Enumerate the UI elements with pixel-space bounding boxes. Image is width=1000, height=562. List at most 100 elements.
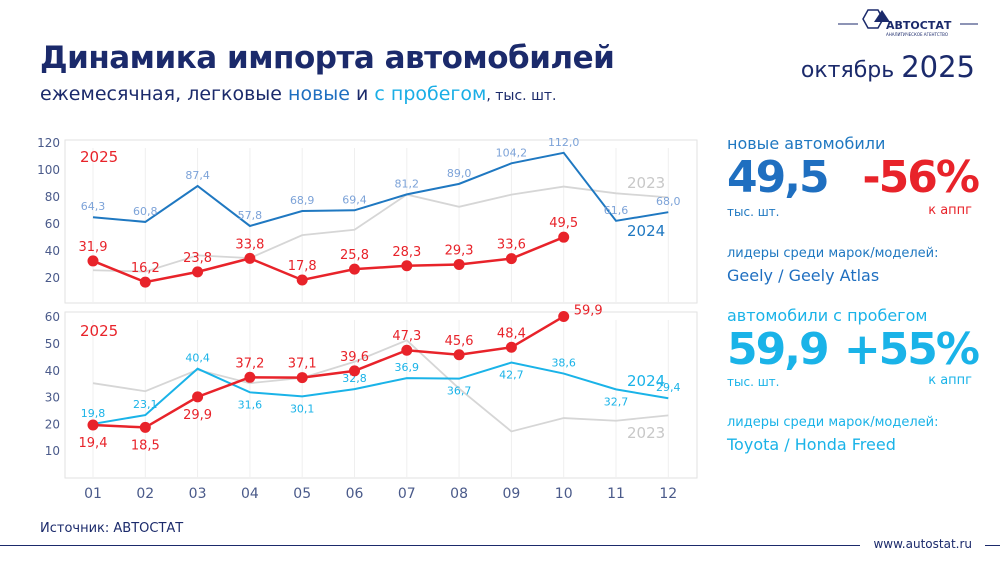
series-2024-data-label: 42,7 — [499, 369, 524, 382]
period-month: октябрь — [800, 58, 895, 83]
series-2025-line — [92, 236, 565, 284]
series-2025-data-label: 33,6 — [497, 238, 526, 253]
plot-frame — [64, 311, 698, 479]
page-subtitle: ежемесячная, легковые новые и с пробегом… — [40, 83, 557, 105]
series-2024-data-label: 29,4 — [656, 381, 681, 394]
new-value: 49,5 — [727, 152, 830, 203]
x-tick-label: 05 — [293, 486, 311, 502]
series-2024-data-label: 60,8 — [133, 205, 158, 218]
series-2024-data-label: 30,1 — [290, 402, 315, 415]
series-2025-data-label: 19,4 — [79, 436, 108, 451]
series-2024-legend-label: 2024 — [627, 372, 665, 390]
y-tick-label: 40 — [45, 364, 60, 378]
series-2024-line — [92, 151, 669, 228]
series-2025-point — [139, 421, 151, 433]
y-tick-label: 20 — [45, 417, 60, 431]
series-2024-data-label: 31,6 — [238, 398, 263, 411]
plot-frame — [64, 139, 698, 304]
series-2025-point — [558, 231, 570, 243]
x-tick-label: 09 — [502, 486, 520, 502]
series-2024-data-label: 68,0 — [656, 195, 681, 208]
used-value: 59,9 — [727, 324, 830, 375]
series-2025-point — [296, 274, 308, 286]
series-2025-point — [453, 349, 465, 361]
y-tick-label: 10 — [45, 444, 60, 458]
series-2025-legend-label: 2025 — [80, 148, 118, 166]
y-tick-label: 60 — [45, 310, 60, 324]
series-2024-data-label: 40,4 — [185, 352, 210, 365]
logo-text: АВТОСТАТ — [886, 19, 952, 32]
series-2025-legend-label: 2025 — [80, 322, 118, 340]
series-2024-data-label: 32,8 — [342, 372, 367, 385]
used-change-label: к аппг — [928, 373, 972, 388]
series-2025-point — [401, 344, 413, 356]
x-tick-label: 08 — [450, 486, 468, 502]
series-2025-data-label: 48,4 — [497, 326, 526, 341]
series-2024-data-label: 89,0 — [447, 167, 472, 180]
subtitle-new: новые — [288, 83, 350, 105]
x-tick-label: 03 — [189, 486, 207, 502]
x-tick-label: 06 — [346, 486, 364, 502]
series-2024-data-label: 87,4 — [185, 169, 210, 182]
new-change-label: к аппг — [928, 203, 972, 218]
series-2025-point — [505, 341, 517, 353]
subtitle-and: и — [349, 83, 375, 105]
site-link[interactable]: www.autostat.ru — [873, 537, 972, 551]
series-2025-data-label: 37,2 — [235, 356, 264, 371]
series-2025-data-label: 25,8 — [340, 248, 369, 263]
series-2024-data-label: 32,7 — [604, 395, 629, 408]
series-2023-legend-label: 2023 — [627, 174, 665, 192]
series-2025-data-label: 45,6 — [445, 334, 474, 349]
series-2025-data-label: 18,5 — [131, 438, 160, 453]
series-2025-data-label: 39,6 — [340, 350, 369, 365]
series-2025-point — [453, 258, 465, 270]
used-leaders: Toyota / Honda Freed — [727, 435, 896, 454]
series-2025-data-label: 49,5 — [549, 216, 578, 231]
series-2025-data-label: 33,8 — [235, 237, 264, 252]
series-2025-data-label: 59,9 — [574, 303, 603, 318]
new-leaders: Geely / Geely Atlas — [727, 266, 880, 285]
x-tick-label: 07 — [398, 486, 416, 502]
series-2023-legend-label: 2023 — [627, 424, 665, 442]
y-tick-label: 30 — [45, 391, 60, 405]
series-2024-legend-label: 2024 — [627, 222, 665, 240]
new-leaders-label: лидеры среди марок/моделей: — [727, 246, 939, 261]
series-2025-point — [505, 253, 517, 265]
x-tick-label: 04 — [241, 486, 259, 502]
series-2024-data-label: 38,6 — [551, 357, 576, 370]
series-2025-point — [558, 310, 570, 322]
series-2024-data-label: 36,7 — [447, 385, 472, 398]
footer-divider — [0, 545, 860, 546]
series-2025-point — [349, 365, 360, 377]
series-2025-point — [87, 255, 99, 267]
y-tick-label: 60 — [45, 217, 60, 231]
series-2025-point — [244, 252, 256, 264]
y-tick-label: 50 — [45, 337, 60, 351]
series-2025-point — [296, 372, 308, 384]
source: Источник: АВТОСТАТ — [40, 521, 184, 536]
series-2025-point — [244, 371, 256, 383]
used-heading: автомобили с пробегом — [727, 306, 928, 325]
y-tick-label: 120 — [37, 136, 60, 150]
series-2025-data-label: 23,8 — [183, 251, 212, 266]
subtitle-prefix: ежемесячная, легковые — [40, 83, 289, 105]
series-2025-point — [401, 260, 413, 272]
series-2025-data-label: 29,3 — [445, 243, 474, 258]
new-unit: тыс. шт. — [727, 205, 780, 219]
series-2024-data-label: 104,2 — [496, 146, 528, 159]
y-tick-label: 80 — [45, 190, 60, 204]
used-change: +55% — [843, 324, 980, 375]
series-2025-data-label: 29,9 — [183, 408, 212, 423]
y-tick-label: 40 — [45, 244, 60, 258]
series-2024-data-label: 36,9 — [395, 361, 420, 374]
series-2025-data-label: 47,3 — [392, 329, 421, 344]
subtitle-unit: , тыс. шт. — [486, 88, 557, 104]
x-tick-label: 11 — [607, 486, 625, 502]
x-tick-label: 01 — [84, 486, 102, 502]
series-2024-line — [92, 361, 669, 425]
series-2025-point — [87, 419, 99, 431]
used-unit: тыс. шт. — [727, 375, 780, 389]
series-2024-data-label: 23,1 — [133, 398, 158, 411]
series-2024-data-label: 68,9 — [290, 194, 315, 207]
footer-divider-right — [985, 545, 1000, 546]
